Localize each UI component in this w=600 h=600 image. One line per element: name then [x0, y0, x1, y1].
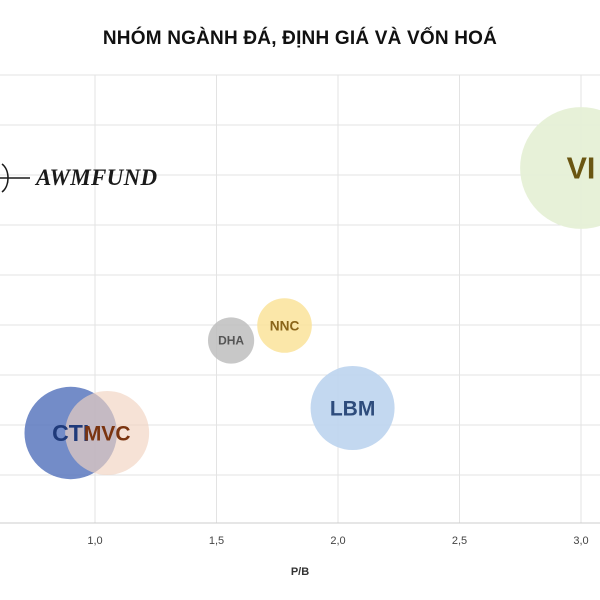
bubble-label-lbm: LBM: [330, 397, 376, 420]
bubble-lbm: [310, 366, 395, 450]
bubble-label-vi: VI: [567, 152, 596, 186]
bubble-dha: [207, 317, 255, 364]
x-tick-label: 1,0: [87, 535, 102, 547]
x-axis-label: P/B: [290, 566, 310, 578]
bubble-label-cti: CTI: [52, 420, 89, 446]
bubble-label-dha: DHA: [218, 334, 244, 348]
x-tick-label: 3,0: [573, 535, 588, 547]
chart-title: NHÓM NGÀNH ĐÁ, ĐỊNH GIÁ VÀ VỐN HOÁ: [102, 28, 498, 49]
watermark-text: AWMFUND: [36, 165, 158, 190]
gridlines: [0, 74, 600, 523]
bubble-mvc: [65, 391, 150, 475]
x-tick-labels: 1,0 1,5 2,0 2,5 3,0: [87, 535, 588, 547]
bubble-nnc: [257, 298, 312, 353]
bubble-label-nnc: NNC: [270, 318, 300, 333]
bubble-label-mvc: MVC: [84, 422, 131, 445]
watermark: AWMFUND: [0, 160, 157, 196]
bubble-vi: [520, 107, 600, 229]
awmfund-logo-icon: [0, 163, 30, 193]
x-tick-label: 1,5: [209, 535, 224, 547]
x-tick-label: 2,0: [330, 535, 345, 547]
x-tick-label: 2,5: [452, 535, 467, 547]
